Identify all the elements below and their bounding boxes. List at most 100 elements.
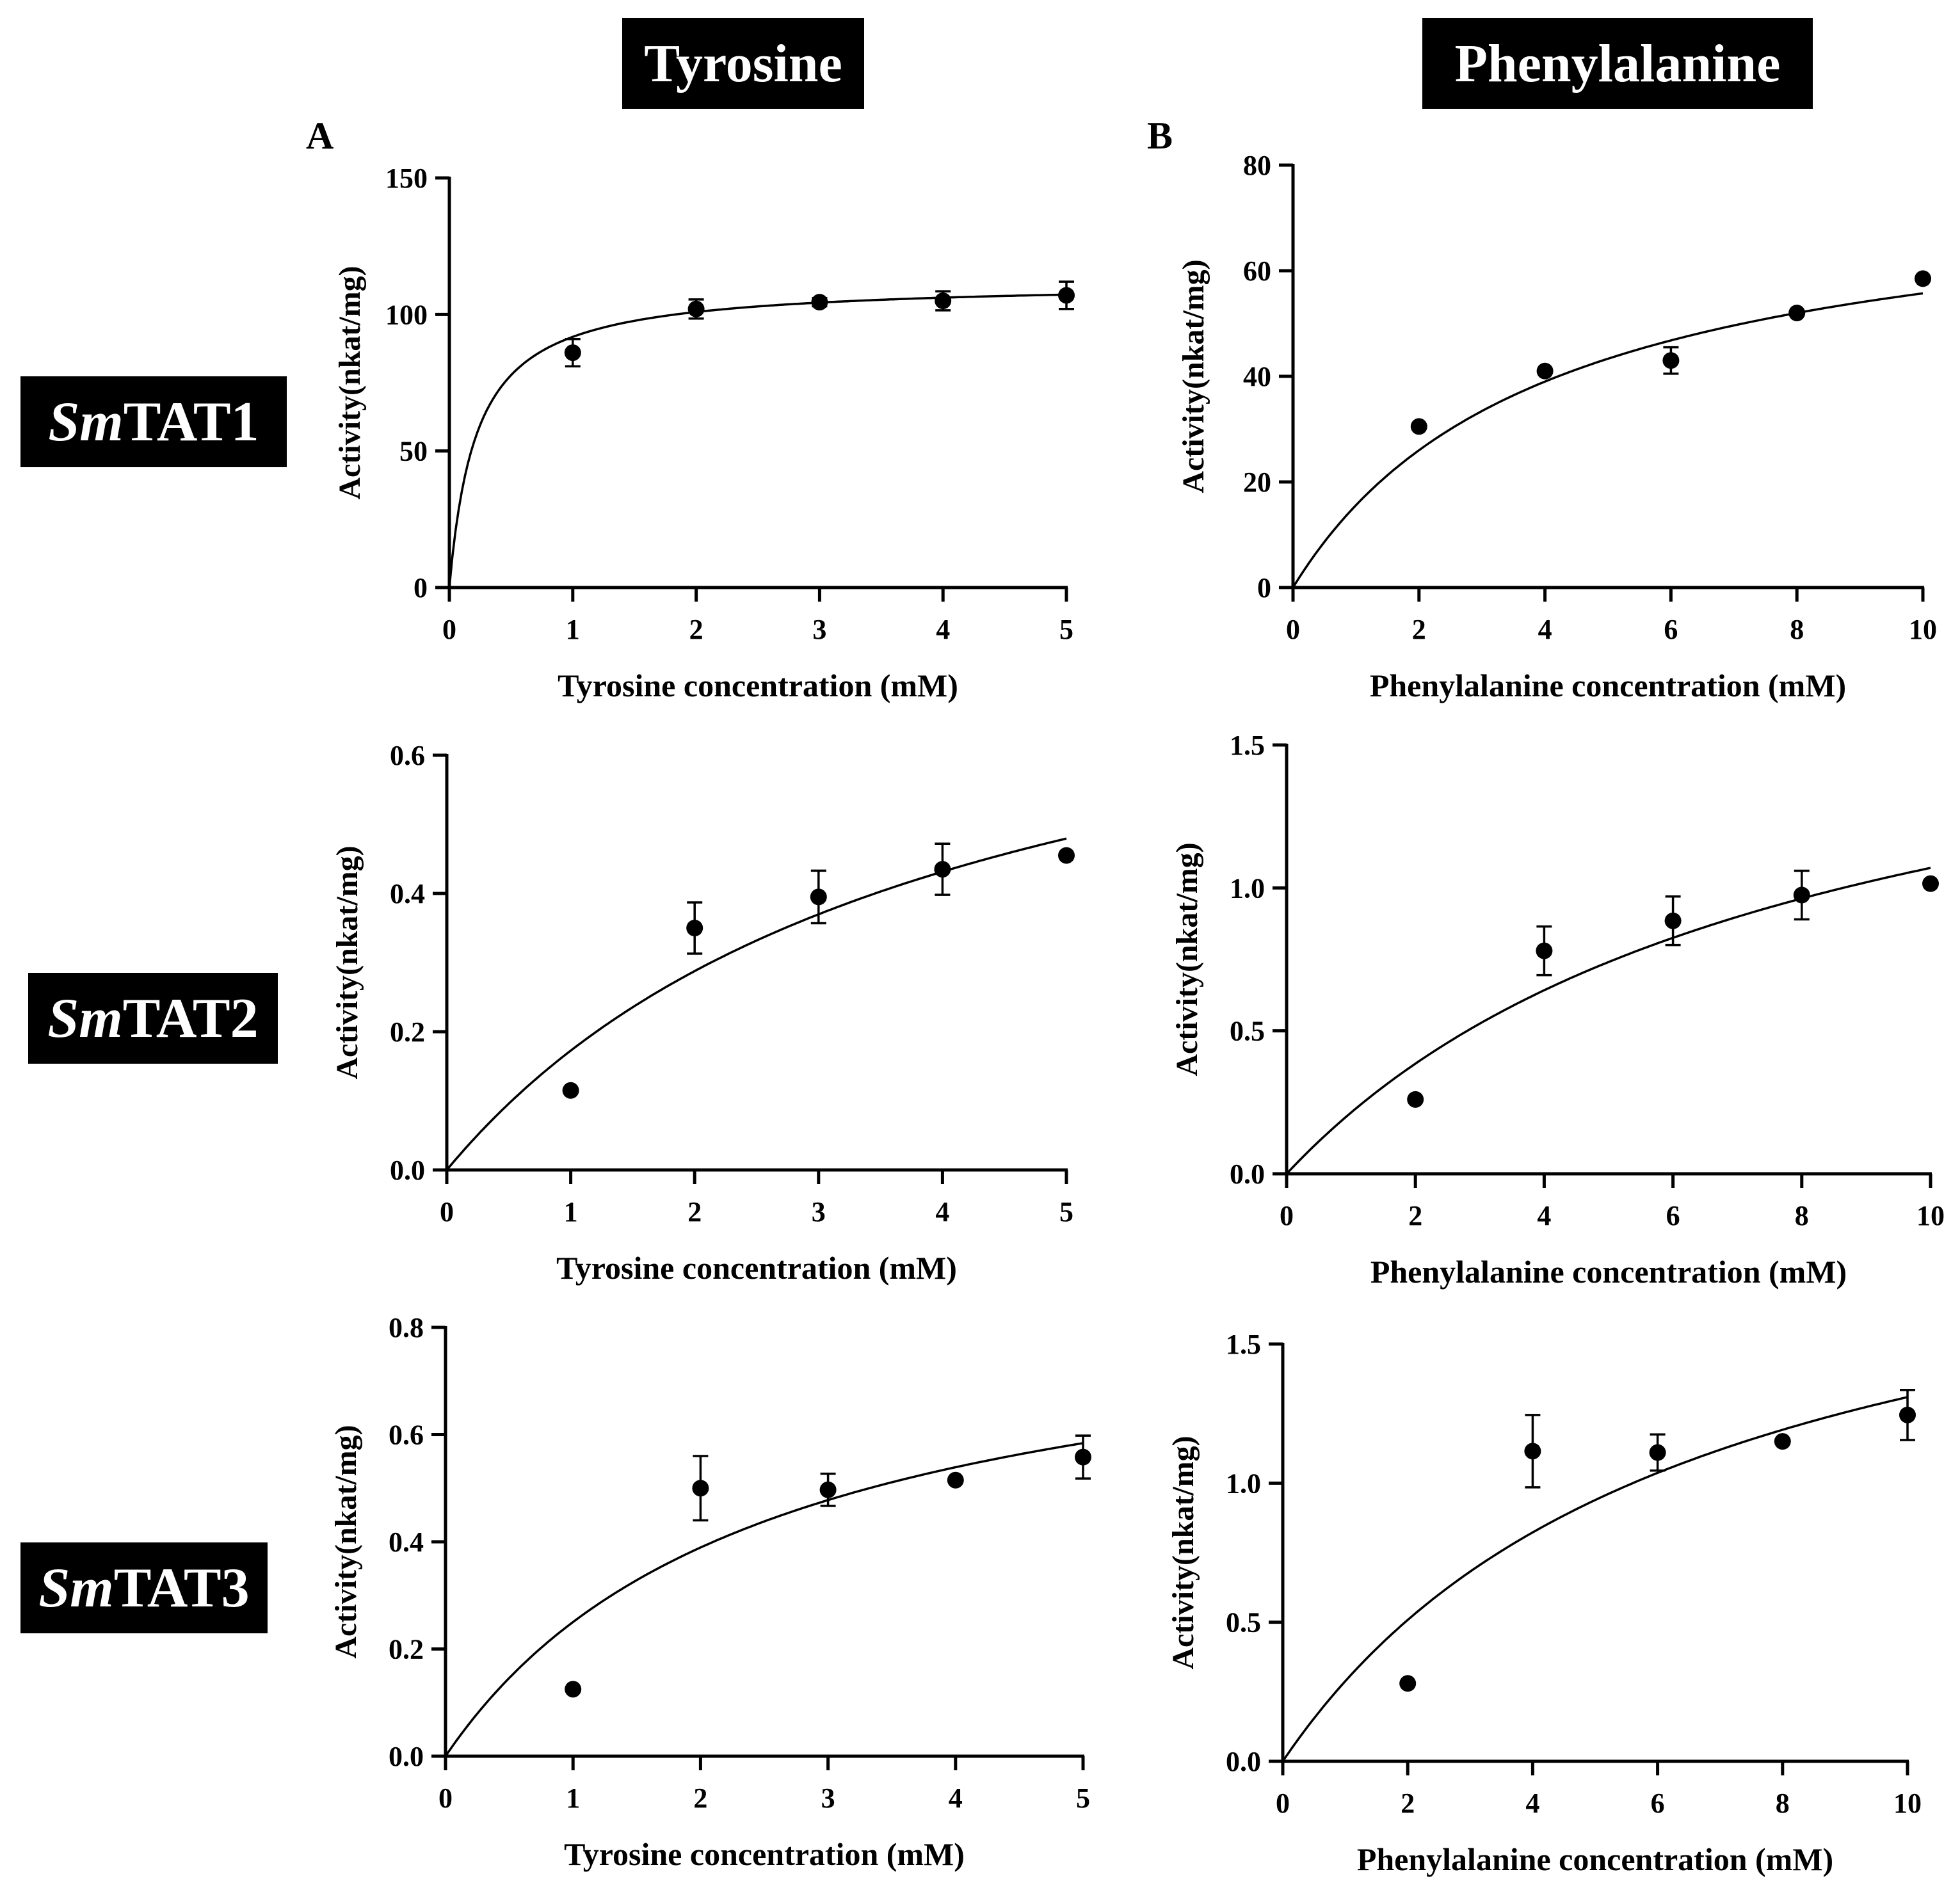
x-tick-label: 10 xyxy=(1909,614,1937,645)
x-tick-label: 1 xyxy=(566,614,580,645)
x-tick-label: 0 xyxy=(1276,1788,1290,1819)
data-point xyxy=(562,1082,579,1099)
x-tick-label: 0 xyxy=(1280,1200,1294,1231)
y-tick-label: 100 xyxy=(385,299,428,330)
x-tick-label: 8 xyxy=(1790,614,1804,645)
y-tick-label: 0.6 xyxy=(389,1420,424,1451)
data-point xyxy=(1915,270,1931,287)
x-tick-label: 6 xyxy=(1664,614,1678,645)
x-tick-label: 3 xyxy=(812,1196,826,1228)
row-header-italic: Sm xyxy=(38,1557,114,1619)
data-point xyxy=(1058,287,1075,304)
y-axis-title: Activity(nkat/mg) xyxy=(329,1425,363,1658)
data-point xyxy=(1662,352,1680,369)
data-point xyxy=(1536,942,1553,959)
row-header-rest: TAT3 xyxy=(113,1557,250,1619)
y-axis-title: Activity(nkat/mg) xyxy=(1177,259,1210,493)
x-tick-label: 5 xyxy=(1059,1196,1073,1228)
y-tick-label: 0.2 xyxy=(389,1634,424,1665)
y-tick-label: 0.0 xyxy=(389,1741,424,1772)
y-tick-label: 60 xyxy=(1243,255,1271,287)
y-tick-label: 0 xyxy=(414,572,428,604)
y-axis-title: Activity(nkat/mg) xyxy=(333,266,367,499)
data-point xyxy=(819,1481,837,1498)
x-tick-label: 1 xyxy=(564,1196,578,1228)
data-point xyxy=(1788,305,1806,321)
fit-curve xyxy=(1292,292,1924,588)
y-tick-label: 80 xyxy=(1243,150,1271,181)
data-point xyxy=(1536,362,1554,380)
x-tick-label: 6 xyxy=(1651,1788,1665,1819)
y-tick-label: 0.6 xyxy=(390,740,425,771)
x-tick-label: 2 xyxy=(1412,614,1426,645)
y-tick-label: 150 xyxy=(385,163,428,194)
x-tick-label: 4 xyxy=(1538,614,1552,645)
panel-letter-b: B xyxy=(1147,115,1173,157)
x-axis-title: Phenylalanine concentration (mM) xyxy=(1370,1254,1847,1290)
x-tick-label: 5 xyxy=(1076,1782,1090,1814)
data-point xyxy=(811,294,828,311)
x-tick-label: 2 xyxy=(693,1782,707,1814)
x-tick-label: 3 xyxy=(821,1782,835,1814)
x-tick-label: 4 xyxy=(936,614,950,645)
y-tick-label: 50 xyxy=(399,436,428,467)
y-axis-title: Activity(nkat/mg) xyxy=(1166,1436,1200,1669)
y-tick-label: 0.4 xyxy=(389,1526,424,1558)
x-tick-label: 3 xyxy=(812,614,826,645)
data-point xyxy=(1410,418,1427,435)
chart-panel-4: 0 1 2 3 4 5 0.0 0.2 0.4 0.6 0.8 Tyrosine concentrat… xyxy=(329,1312,1091,1872)
y-axis-title: Activity(nkat/mg) xyxy=(330,845,364,1079)
y-tick-label: 0.0 xyxy=(390,1155,425,1186)
data-point xyxy=(1407,1091,1424,1108)
x-tick-label: 8 xyxy=(1776,1788,1790,1819)
data-point xyxy=(686,920,703,936)
data-point xyxy=(947,1471,964,1489)
y-tick-label: 0.5 xyxy=(1226,1607,1261,1638)
x-tick-label: 10 xyxy=(1916,1200,1945,1231)
y-tick-label: 0.5 xyxy=(1230,1016,1265,1047)
x-axis-title: Phenylalanine concentration (mM) xyxy=(1357,1841,1833,1877)
chart-panel-1: 0 2 4 6 8 10 0 20 40 60 80 Phenylalanine concentrat… xyxy=(1177,150,1937,703)
y-tick-label: 0 xyxy=(1257,572,1271,604)
y-tick-label: 0.2 xyxy=(390,1016,425,1048)
data-point xyxy=(1524,1443,1541,1460)
data-point xyxy=(564,344,581,362)
fit-curve xyxy=(1285,867,1931,1175)
row-header-smtat3: Sm TAT3 xyxy=(20,1542,268,1633)
data-point xyxy=(810,888,827,906)
row-header-italic: Sm xyxy=(47,987,123,1050)
data-point xyxy=(1793,886,1810,904)
data-point xyxy=(1058,847,1075,864)
x-tick-label: 2 xyxy=(687,1196,702,1228)
y-tick-label: 1.5 xyxy=(1230,730,1265,761)
fit-curve xyxy=(1281,1396,1908,1762)
data-point xyxy=(1664,912,1682,929)
y-tick-label: 1.0 xyxy=(1226,1468,1261,1499)
chart-panel-3: 0 2 4 6 8 10 0.0 0.5 1.0 1.5 Phenylalanine concent… xyxy=(1170,730,1945,1290)
row-header-rest: TAT1 xyxy=(123,390,259,453)
chart-panel-5: 0 2 4 6 8 10 0.0 0.5 1.0 1.5 Phenylalanine concent… xyxy=(1166,1329,1922,1877)
x-tick-label: 8 xyxy=(1795,1200,1809,1231)
x-axis-title: Tyrosine concentration (mM) xyxy=(564,1836,965,1872)
y-tick-label: 20 xyxy=(1243,467,1271,498)
column-header-phenylalanine: Phenylalanine xyxy=(1422,18,1813,109)
fit-curve xyxy=(448,293,1067,588)
x-tick-label: 2 xyxy=(1408,1200,1422,1231)
row-header-smtat1: Sm TAT1 xyxy=(20,376,287,467)
data-point xyxy=(687,300,705,317)
x-tick-label: 4 xyxy=(1525,1788,1539,1819)
data-point xyxy=(1075,1448,1091,1466)
y-tick-label: 0.0 xyxy=(1230,1158,1265,1190)
x-tick-label: 0 xyxy=(440,1196,454,1228)
y-tick-label: 0.0 xyxy=(1226,1746,1261,1777)
chart-panel-2: 0 1 2 3 4 5 0.0 0.2 0.4 0.6 Tyrosine concentration… xyxy=(330,740,1075,1286)
x-tick-label: 4 xyxy=(1537,1200,1551,1231)
y-tick-label: 1.0 xyxy=(1230,872,1265,904)
y-tick-label: 0.4 xyxy=(390,878,425,909)
panel-letter-a: A xyxy=(306,115,334,157)
data-point xyxy=(1922,875,1939,892)
data-point xyxy=(1774,1433,1791,1450)
x-tick-label: 4 xyxy=(935,1196,949,1228)
